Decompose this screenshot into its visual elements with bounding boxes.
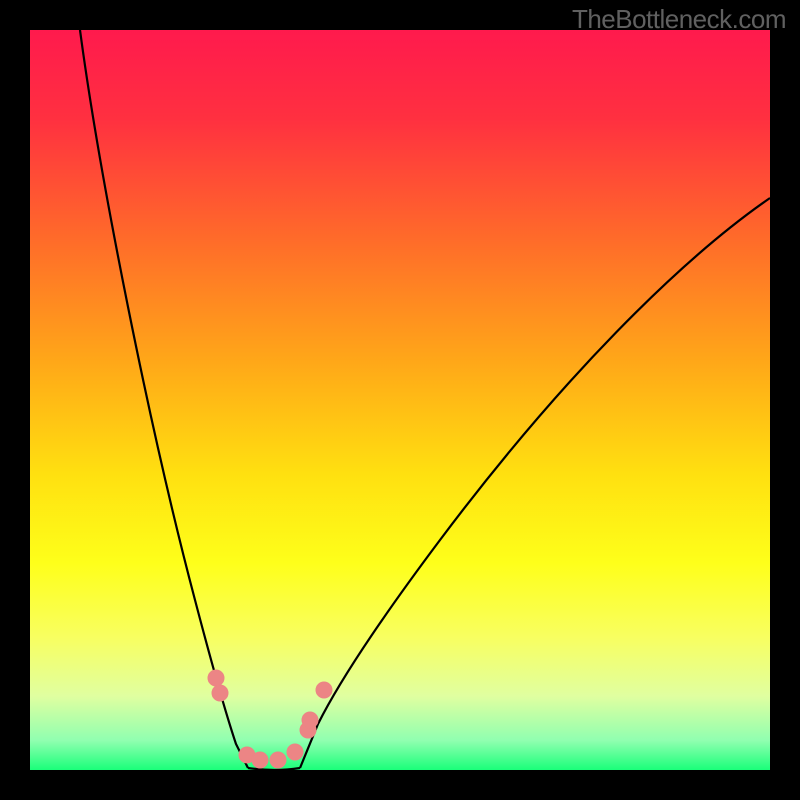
marker-point	[208, 670, 224, 686]
plot-background	[30, 30, 770, 770]
watermark-text: TheBottleneck.com	[572, 4, 786, 35]
marker-point	[287, 744, 303, 760]
plot-svg	[0, 0, 800, 800]
marker-point	[316, 682, 332, 698]
marker-point	[270, 752, 286, 768]
marker-point	[302, 712, 318, 728]
chart-container: TheBottleneck.com	[0, 0, 800, 800]
marker-point	[252, 752, 268, 768]
marker-point	[212, 685, 228, 701]
